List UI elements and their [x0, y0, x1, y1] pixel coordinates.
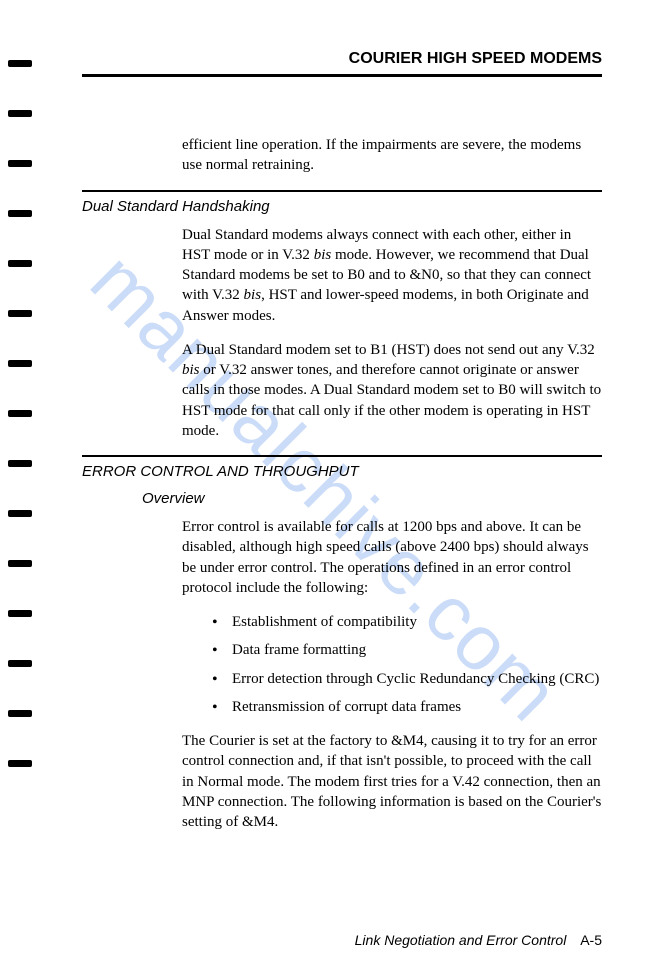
section1-p1: Dual Standard modems always connect with…: [182, 225, 602, 326]
s1p2a: A Dual Standard modem set to B1 (HST) do…: [182, 342, 595, 358]
s1p2b: or V.32 answer tones, and therefore cann…: [182, 362, 601, 439]
bullet-item: Error detection through Cyclic Redundanc…: [212, 669, 602, 689]
footer-chapter: Link Negotiation and Error Control: [355, 932, 567, 948]
bullet-item: Retransmission of corrupt data frames: [212, 697, 602, 717]
section2-p1: Error control is available for calls at …: [182, 517, 602, 598]
page-header-title: COURIER HIGH SPEED MODEMS: [82, 50, 602, 68]
bullet-item: Establishment of compatibility: [212, 612, 602, 632]
section2-heading: ERROR CONTROL AND THROUGHPUT: [82, 463, 602, 480]
section1-p2: A Dual Standard modem set to B1 (HST) do…: [182, 340, 602, 441]
header-rule: [82, 74, 602, 77]
section2-bullets: Establishment of compatibility Data frame…: [212, 612, 602, 717]
footer-page: A-5: [580, 932, 602, 948]
intro-continuation: efficient line operation. If the impairm…: [182, 135, 602, 176]
page-footer: Link Negotiation and Error Control A-5: [355, 932, 602, 948]
section2-rule: [82, 455, 602, 457]
section2-p2: The Courier is set at the factory to &M4…: [182, 731, 602, 832]
bullet-item: Data frame formatting: [212, 640, 602, 660]
s1p1bis2: bis: [244, 287, 262, 303]
section2-subheading: Overview: [142, 490, 602, 507]
page-content: COURIER HIGH SPEED MODEMS efficient line…: [0, 0, 650, 974]
s1p2bis: bis: [182, 362, 200, 378]
section1-rule: [82, 190, 602, 192]
s1p1bis1: bis: [314, 247, 332, 263]
section1-heading: Dual Standard Handshaking: [82, 198, 602, 215]
